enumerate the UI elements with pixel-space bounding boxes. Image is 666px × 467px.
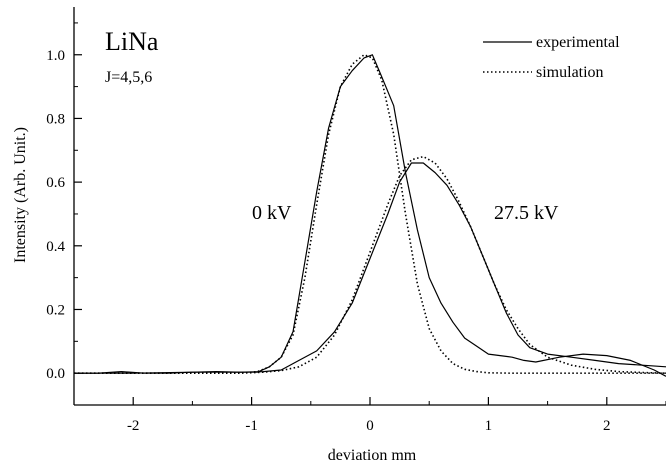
series-line-simulation-3 bbox=[74, 155, 666, 375]
x-tick-label: 1 bbox=[485, 418, 493, 434]
legend-label-simulation: simulation bbox=[536, 64, 604, 81]
y-tick-label: 0.6 bbox=[46, 175, 65, 191]
series-line-experimental-2 bbox=[74, 162, 666, 374]
voltage-label-275kv: 27.5 kV bbox=[494, 202, 559, 224]
y-tick-label: 1.0 bbox=[46, 48, 65, 64]
voltage-label-0kv: 0 kV bbox=[252, 202, 292, 224]
x-tick-label: -1 bbox=[245, 418, 258, 434]
series-line-simulation-1 bbox=[74, 53, 666, 375]
y-tick-label: 0.8 bbox=[46, 111, 65, 127]
molecule-label: LiNa bbox=[105, 27, 159, 56]
y-tick-label: 0.2 bbox=[46, 302, 65, 318]
legend-label-experimental: experimental bbox=[536, 34, 620, 51]
x-tick-label: 0 bbox=[366, 418, 374, 434]
x-tick-label: 2 bbox=[603, 418, 611, 434]
legend: experimental simulation bbox=[483, 34, 620, 81]
y-tick-label: 0.4 bbox=[46, 239, 65, 255]
data-series-group bbox=[74, 53, 666, 377]
y-axis-title: Intensity (Arb. Unit.) bbox=[12, 127, 29, 263]
levels-label: J=4,5,6 bbox=[105, 69, 152, 86]
x-axis-title: deviation mm bbox=[328, 447, 417, 464]
y-tick-label: 0.0 bbox=[46, 366, 65, 382]
series-line-experimental-0 bbox=[74, 54, 666, 377]
x-tick-label: -2 bbox=[127, 418, 140, 434]
axes-group: -2 -1 0 1 2 0.0 0.2 0.4 0.6 0.8 1.0 bbox=[46, 7, 666, 434]
